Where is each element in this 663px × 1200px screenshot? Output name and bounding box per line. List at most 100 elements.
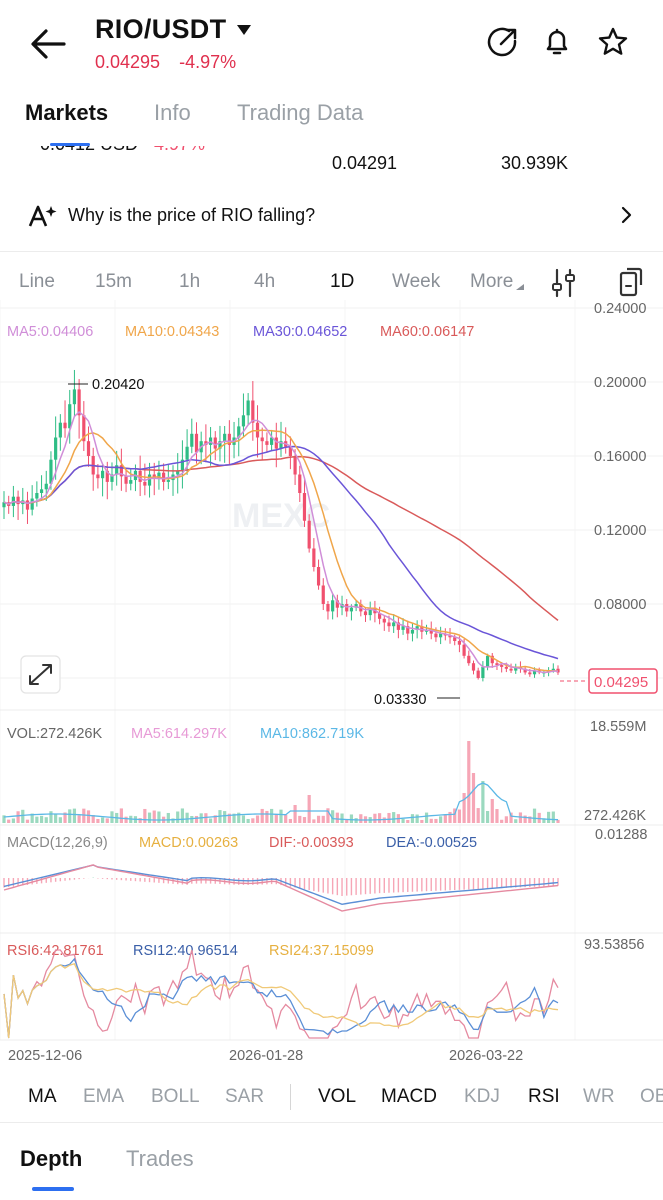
ind-tab-ma[interactable]: MA xyxy=(28,1086,57,1107)
candle-body xyxy=(415,626,419,630)
volume-bar xyxy=(152,810,156,823)
more-caret-icon xyxy=(516,284,524,290)
tab-depth[interactable]: Depth xyxy=(20,1146,83,1171)
ind-tab-rsi[interactable]: RSI xyxy=(528,1086,560,1107)
volume-bar xyxy=(260,808,264,823)
share-icon[interactable] xyxy=(487,26,519,58)
volume-bar xyxy=(16,811,20,823)
candle-body xyxy=(354,604,358,608)
bottom-tab-underline xyxy=(32,1187,74,1191)
back-arrow-icon[interactable] xyxy=(26,24,68,64)
volume-bar xyxy=(547,811,551,823)
volume-bar xyxy=(147,812,152,823)
volume-bar xyxy=(54,814,58,823)
rsi-max-label: 93.53856 xyxy=(584,937,644,953)
indicator-separator xyxy=(290,1084,291,1110)
volume-bar xyxy=(331,810,335,823)
interval-more[interactable]: More xyxy=(470,271,514,292)
volume-bar xyxy=(523,815,527,823)
volume-bar xyxy=(457,809,462,823)
ma5-legend: MA5:0.04406 xyxy=(7,324,93,340)
indicator-settings-icon[interactable] xyxy=(551,268,577,298)
volume-bar xyxy=(119,808,123,823)
ind-tab-ema[interactable]: EMA xyxy=(83,1086,125,1107)
tab-trades[interactable]: Trades xyxy=(126,1146,194,1171)
price-news-row[interactable]: Why is the price of RIO falling? xyxy=(0,196,663,236)
ind-tab-vol[interactable]: VOL xyxy=(318,1086,357,1107)
volume-bar xyxy=(349,814,354,823)
volume-bar xyxy=(518,812,523,823)
candle-body xyxy=(119,465,123,477)
volume-bar xyxy=(185,812,189,823)
candle-body xyxy=(406,626,410,634)
interval-4h[interactable]: 4h xyxy=(254,271,276,292)
interval-1d[interactable]: 1D xyxy=(330,271,355,292)
volume-bar xyxy=(420,819,424,823)
candle-body xyxy=(481,666,485,678)
candle-body xyxy=(279,441,283,449)
volume-bar xyxy=(415,814,419,823)
ma30-legend: MA30:0.04652 xyxy=(253,324,347,340)
volume-bar xyxy=(44,817,48,823)
volume-bar xyxy=(124,816,128,823)
volume-bar xyxy=(176,811,180,823)
pair-title[interactable]: RIO/USDT xyxy=(95,14,227,44)
volume-bar xyxy=(537,812,541,823)
volume-bar xyxy=(307,795,311,823)
volume-bar xyxy=(471,773,476,823)
chart-rotate-icon[interactable] xyxy=(617,266,645,298)
volume-bar xyxy=(194,815,199,823)
rsi24-line xyxy=(3,963,559,1039)
star-icon[interactable] xyxy=(597,26,629,58)
current-price-label: 0.04295 xyxy=(594,674,648,691)
volume-bar xyxy=(373,813,377,823)
candle-body xyxy=(176,470,180,475)
tab-trading-data[interactable]: Trading Data xyxy=(237,100,364,125)
candle-body xyxy=(49,459,53,484)
candle-body xyxy=(105,470,109,482)
ind-tab-sar[interactable]: SAR xyxy=(225,1086,265,1107)
ind-tab-boll[interactable]: BOLL xyxy=(151,1086,200,1107)
macd-value: MACD:0.00263 xyxy=(139,835,238,851)
macd-dea: DEA:-0.00525 xyxy=(386,835,477,851)
ind-tab-wr[interactable]: WR xyxy=(583,1086,615,1107)
candle-body xyxy=(30,498,34,510)
interval-15m[interactable]: 15m xyxy=(95,271,132,292)
interval-1h[interactable]: 1h xyxy=(179,271,201,292)
interval-week[interactable]: Week xyxy=(392,271,441,292)
tab-info[interactable]: Info xyxy=(154,100,191,125)
volume-bar xyxy=(58,817,62,823)
candle-body xyxy=(25,500,30,510)
price-chart[interactable]: MEXC 0.24000 0.20000 0.16000 0.12000 0.08000… xyxy=(0,300,663,1070)
tab-markets[interactable]: Markets xyxy=(25,100,109,125)
volume-bar xyxy=(293,805,297,823)
volume-bar xyxy=(434,818,438,823)
volume-bar xyxy=(72,808,77,823)
vol-current-label: 272.426K xyxy=(584,808,646,824)
candle-body xyxy=(82,415,86,442)
volume-bar xyxy=(345,819,349,823)
volume-bar xyxy=(96,818,100,823)
dropdown-caret-icon[interactable] xyxy=(236,24,252,36)
volume-bar xyxy=(448,811,452,823)
bell-icon[interactable] xyxy=(541,26,573,58)
ind-tab-kdj[interactable]: KDJ xyxy=(464,1086,500,1107)
volume-bar xyxy=(392,812,396,823)
interval-line[interactable]: Line xyxy=(19,271,55,292)
ma30-line xyxy=(3,445,559,660)
candle-body xyxy=(72,389,77,405)
volume-bar xyxy=(401,818,405,823)
candle-body xyxy=(265,441,269,445)
candle-body xyxy=(96,474,100,479)
ind-tab-obv[interactable]: OB xyxy=(640,1086,663,1107)
active-tab-underline xyxy=(50,143,90,146)
volume-bar xyxy=(91,815,95,823)
candle-body xyxy=(331,600,335,612)
volume-bar xyxy=(335,812,339,823)
volume-bar xyxy=(528,816,532,823)
ind-tab-macd[interactable]: MACD xyxy=(381,1086,437,1107)
volume-bar xyxy=(500,819,504,823)
candle-body xyxy=(462,644,466,656)
candle-body xyxy=(387,622,391,627)
volume-bar xyxy=(462,793,466,823)
